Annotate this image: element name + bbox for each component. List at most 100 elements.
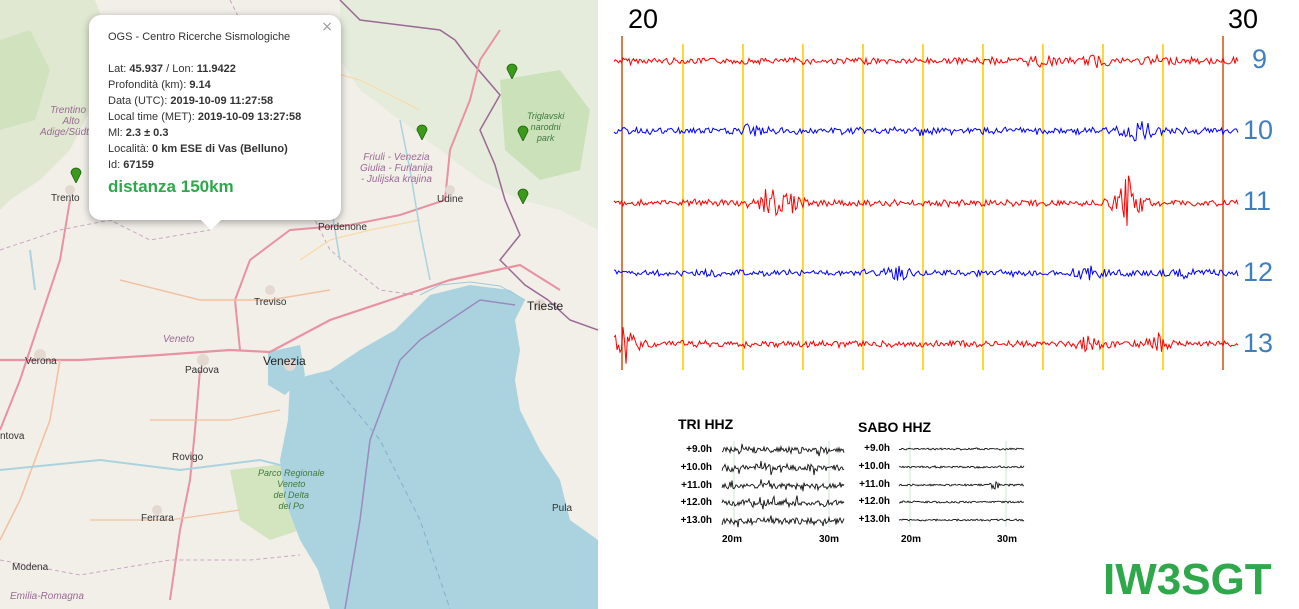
mini-trace [721,460,845,476]
park-label-delta-po-line1: Parco Regionale [258,468,325,478]
event-details: OGS - Centro Ricerche Sismologiche Lat: … [108,29,301,195]
brand-logo: IW3SGT [1103,555,1272,604]
city-label-mantova: ntova [0,431,25,442]
park-label-triglav-line1: Triglavski [527,111,565,121]
seismic-trace [613,265,1239,281]
region-label-fvg-line2: Giulia - Furlanija [360,163,433,174]
lat-value: 45.937 [129,63,164,75]
park-label-delta-po-line3: del Delta [273,490,310,500]
city-label-treviso: Treviso [254,297,287,308]
region-label-emilia: Emilia-Romagna [10,591,84,602]
mini-trace [899,447,1025,451]
ml-value: 2.3 ± 0.3 [125,127,169,139]
popup-id: Id: 67159 [108,157,301,173]
utc-label: Data (UTC): [108,95,171,107]
region-label-trentino-line1: Trentino - [50,105,93,116]
seismogram-view: 20 30 9 10 11 12 13 TRI HHZ +9.0h +10.0h… [598,0,1299,609]
panel-row-label: +12.0h [680,497,712,508]
city-label-verona: Verona [25,356,57,367]
met-value: 2019-10-09 13:27:58 [197,111,302,123]
distance-label: distanza 150km [108,177,234,196]
panel-row-label: +13.0h [858,514,890,525]
park-label-triglav: Triglavski narodni park [527,111,564,144]
popup-title: OGS - Centro Ricerche Sismologiche [108,31,291,43]
time-end-label: 30 [1228,4,1259,34]
city-label-rovigo: Rovigo [172,452,204,463]
region-label-fvg: Friuli - Venezia Giulia - Furlanija - Ju… [360,152,433,185]
panel-tick-label: 30m [997,534,1018,545]
lon-label: / Lon: [163,63,197,75]
seismic-trace [613,121,1239,142]
time-start-label: 20 [628,4,659,34]
park-label-delta-po-line2: Veneto [277,479,306,489]
region-label-trentino: Trentino - Alto Adige/Südtirol [40,105,102,138]
map-view[interactable]: Trentino - Alto Adige/Südtirol Trento Ud… [0,0,598,609]
met-label: Local time (MET): [108,111,198,123]
mini-trace [721,443,845,457]
id-value: 67159 [123,159,154,171]
mini-trace [898,480,1025,491]
depth-label: Profondità (km): [108,79,190,91]
park-label-delta-po-line4: del Po [278,501,305,511]
seismic-trace [613,175,1239,226]
city-label-padova: Padova [185,365,219,376]
station-marker-icon[interactable] [517,123,529,141]
helicorder-plot [613,36,1239,370]
region-label-fvg-line3: - Julijska krajina [360,174,432,185]
close-icon[interactable]: × [321,19,333,35]
lat-label: Lat: [108,63,130,75]
popup-utc: Data (UTC): 2019-10-09 11:27:58 [108,93,301,109]
popup-latlon: Lat: 45.937 / Lon: 11.9422 [108,61,301,77]
hour-label: 13 [1243,328,1274,358]
panel-row-label: +11.0h [681,480,712,491]
mini-trace [721,515,845,528]
seismic-trace [613,327,1239,364]
hour-label: 12 [1243,257,1274,287]
mini-trace [721,494,845,510]
panel-row-label: +10.0h [858,461,890,472]
city-label-modena: Modena [12,562,49,573]
mini-trace [898,464,1025,469]
station-marker-icon[interactable] [70,165,82,183]
panel-tick-label: 30m [819,534,840,545]
mini-trace [898,500,1024,504]
mini-trace [898,518,1025,522]
station-marker-icon[interactable] [416,122,428,140]
loc-value: 0 km ESE di Vas (Belluno) [152,143,288,155]
park-label-triglav-line3: park [536,133,555,143]
panel-row-label: +13.0h [680,515,712,526]
region-label-trentino-line2: Alto [62,116,80,127]
panel-row-label: +11.0h [859,479,890,490]
seismic-trace [613,53,1239,69]
city-label-udine: Udine [437,194,464,205]
panel-title-sabo: SABO HHZ [858,419,932,435]
city-label-trento: Trento [51,193,80,204]
popup-location: Località: 0 km ESE di Vas (Belluno) [108,141,301,157]
event-popup: × OGS - Centro Ricerche Sismologiche Lat… [89,15,341,230]
hour-label: 10 [1243,115,1274,145]
popup-magnitude: Ml: 2.3 ± 0.3 [108,125,301,141]
popup-met: Local time (MET): 2019-10-09 13:27:58 [108,109,301,125]
region-label-fvg-line1: Friuli - Venezia [363,152,430,163]
popup-depth: Profondità (km): 9.14 [108,77,301,93]
region-label-trentino-line3: Adige/Südtirol [40,127,103,138]
popup-tip [201,220,221,230]
park-label-delta-po: Parco Regionale Veneto del Delta del Po [258,468,325,512]
panel-tick-label: 20m [722,534,743,545]
utc-value: 2019-10-09 11:27:58 [170,95,274,107]
ml-label: Ml: [108,127,126,139]
loc-label: Località: [108,143,153,155]
panel-row-label: +10.0h [680,462,712,473]
city-label-pordenone: Pordenone [318,222,367,233]
station-marker-icon[interactable] [517,186,529,204]
panel-row-label: +9.0h [686,444,712,455]
city-label-trieste: Trieste [527,299,564,313]
park-label-triglav-line2: narodni [530,122,561,132]
id-label: Id: [108,159,124,171]
mini-trace [721,479,845,492]
panel-row-label: +12.0h [858,496,890,507]
popup-spacer [108,45,301,61]
hour-label: 9 [1252,44,1268,74]
hour-label: 11 [1243,186,1272,216]
station-marker-icon[interactable] [506,61,518,79]
